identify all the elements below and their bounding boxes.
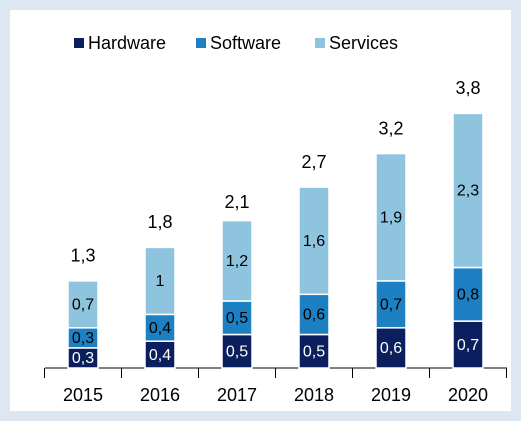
x-tick-label: 2017 xyxy=(217,385,257,405)
data-label: 0,7 xyxy=(380,297,402,314)
total-label: 2,1 xyxy=(224,192,249,212)
data-label: 0,5 xyxy=(226,310,248,327)
legend-label: Services xyxy=(329,33,398,53)
x-tick-label: 2020 xyxy=(448,385,488,405)
legend-swatch xyxy=(315,38,325,48)
data-label: 1,6 xyxy=(303,233,325,250)
bar-segment xyxy=(144,313,176,342)
bar-segment xyxy=(298,186,330,296)
data-label: 0,7 xyxy=(72,297,94,314)
data-label: 0,6 xyxy=(380,340,402,357)
bar-segment xyxy=(144,246,176,316)
bar-segment xyxy=(221,300,253,336)
legend-swatch xyxy=(74,38,84,48)
data-label: 0,3 xyxy=(72,330,94,347)
bar-segment xyxy=(452,112,484,269)
bar-segment xyxy=(375,152,407,282)
x-tick-label: 2015 xyxy=(63,385,103,405)
data-label: 0,8 xyxy=(457,287,479,304)
data-label: 0,3 xyxy=(72,350,94,367)
bar-segment xyxy=(221,219,253,302)
bar-segment xyxy=(375,280,407,329)
x-tick-label: 2019 xyxy=(371,385,411,405)
data-label: 0,4 xyxy=(149,347,171,364)
x-tick-label: 2018 xyxy=(294,385,334,405)
total-label: 3,8 xyxy=(455,78,480,98)
data-label: 1,2 xyxy=(226,253,248,270)
total-label: 3,2 xyxy=(378,118,403,138)
data-label: 0,5 xyxy=(226,343,248,360)
legend-label: Hardware xyxy=(88,33,166,53)
legend-label: Software xyxy=(210,33,281,53)
data-label: 0,5 xyxy=(303,343,325,360)
data-label: 1,9 xyxy=(380,209,402,226)
data-label: 0,4 xyxy=(149,320,171,337)
data-label: 1 xyxy=(156,273,165,290)
total-label: 1,3 xyxy=(70,246,95,266)
bar-segment xyxy=(375,327,407,369)
legend-swatch xyxy=(196,38,206,48)
total-label: 2,7 xyxy=(301,152,326,172)
x-tick-label: 2016 xyxy=(140,385,180,405)
total-label: 1,8 xyxy=(147,212,172,232)
bar-segment xyxy=(298,333,330,369)
bar-segment xyxy=(452,320,484,369)
bar-segment xyxy=(452,266,484,322)
data-label: 2,3 xyxy=(457,183,479,200)
data-label: 0,6 xyxy=(303,307,325,324)
data-label: 0,7 xyxy=(457,337,479,354)
bar-segment xyxy=(67,280,99,329)
